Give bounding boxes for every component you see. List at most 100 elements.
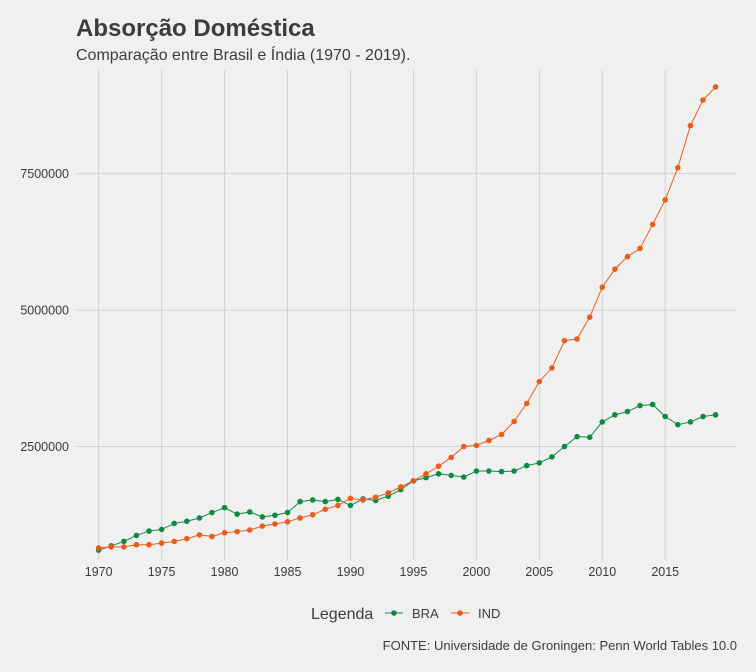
data-point-ind (675, 164, 681, 171)
data-point-ind (574, 336, 580, 342)
data-point-bra (549, 454, 555, 460)
legend-label-bra: BRA (412, 606, 439, 621)
data-point-ind (246, 527, 253, 533)
chart-caption: FONTE: Universidade de Groningen: Penn W… (383, 638, 737, 653)
x-tick-label: 1985 (274, 565, 302, 579)
y-axis: 2500000 5000000 7500000 (20, 167, 69, 454)
data-point-bra (209, 509, 215, 516)
data-point-bra (473, 468, 480, 474)
data-point-ind (448, 454, 455, 461)
data-point-bra (486, 468, 492, 474)
data-point-bra (448, 472, 455, 479)
data-point-bra (284, 509, 291, 516)
data-point-ind (612, 266, 618, 272)
y-tick-label: 7500000 (20, 167, 69, 181)
x-tick-label: 2015 (651, 565, 679, 579)
data-point-ind (649, 221, 656, 228)
data-point-ind (460, 443, 467, 450)
x-tick-label: 2005 (525, 565, 553, 579)
legend-title: Legenda (311, 606, 373, 623)
data-point-bra (586, 434, 593, 441)
data-point-bra (574, 433, 580, 440)
data-point-bra (687, 419, 694, 425)
data-point-ind (297, 515, 303, 521)
data-point-bra (121, 538, 127, 545)
data-point-bra (523, 462, 530, 469)
series-area (95, 84, 719, 553)
data-point-ind (158, 540, 165, 546)
x-tick-label: 2000 (462, 565, 490, 579)
data-point-ind (385, 490, 392, 496)
y-tick-label: 2500000 (20, 440, 69, 454)
data-point-ind (536, 378, 543, 385)
data-point-bra (272, 512, 278, 519)
data-point-ind (700, 97, 706, 103)
data-point-bra (498, 468, 505, 475)
grid (76, 70, 737, 560)
data-point-ind (662, 197, 669, 203)
x-tick-label: 1995 (400, 565, 428, 579)
data-point-bra (511, 468, 517, 474)
data-point-ind (272, 521, 278, 527)
data-point-ind (398, 484, 404, 490)
data-point-bra (171, 520, 178, 527)
data-point-bra (624, 408, 631, 415)
data-point-bra (234, 511, 240, 517)
series-ind (95, 84, 719, 551)
data-point-bra (649, 401, 656, 408)
data-point-bra (322, 498, 329, 505)
data-point-ind (561, 337, 568, 344)
legend: Legenda BRA IND (311, 606, 500, 623)
x-tick-label: 1970 (85, 565, 113, 579)
data-point-ind (335, 502, 341, 509)
data-point-ind (486, 437, 492, 444)
data-point-ind (498, 431, 505, 438)
legend-label-ind: IND (478, 606, 500, 621)
data-point-bra (561, 443, 568, 450)
data-point-bra (309, 497, 316, 503)
data-point-ind (435, 463, 442, 469)
data-point-bra (662, 413, 669, 420)
y-tick-label: 5000000 (20, 304, 69, 318)
x-tick-label: 1975 (148, 565, 176, 579)
x-tick-label: 1980 (211, 565, 239, 579)
data-point-bra (221, 504, 228, 511)
data-point-ind (637, 245, 643, 252)
data-point-bra (184, 518, 190, 525)
data-point-bra (246, 509, 253, 515)
data-point-ind (624, 253, 631, 260)
data-point-ind (347, 495, 354, 502)
data-point-ind (523, 400, 530, 407)
data-point-ind (221, 529, 228, 536)
data-point-bra (133, 532, 140, 539)
data-point-bra (637, 402, 643, 409)
x-axis: 1970 1975 1980 1985 1990 1995 2000 2005 2010 2015 (85, 565, 679, 579)
data-point-bra (599, 419, 606, 425)
data-point-ind (712, 84, 719, 90)
data-point-ind (196, 532, 203, 538)
data-point-ind (511, 418, 517, 425)
data-point-ind (146, 541, 152, 548)
data-point-ind (360, 497, 366, 503)
chart-subtitle: Comparação entre Brasil e Índia (1970 - … (76, 45, 410, 64)
data-point-ind (259, 523, 266, 529)
data-point-bra (612, 412, 618, 418)
data-point-bra (146, 528, 152, 534)
x-tick-label: 1990 (337, 565, 365, 579)
data-point-bra (435, 470, 442, 477)
legend-swatch-ind (457, 610, 463, 616)
data-point-ind (171, 538, 178, 545)
data-point-bra (700, 413, 706, 420)
chart-title: Absorção Doméstica (76, 15, 315, 42)
data-point-ind (121, 544, 127, 550)
data-point-ind (687, 122, 694, 129)
data-point-ind (586, 314, 593, 320)
data-point-ind (309, 511, 316, 518)
data-point-ind (284, 519, 291, 525)
data-point-ind (410, 478, 417, 484)
data-point-ind (133, 541, 140, 548)
data-point-ind (599, 284, 606, 290)
data-point-bra (675, 421, 681, 428)
